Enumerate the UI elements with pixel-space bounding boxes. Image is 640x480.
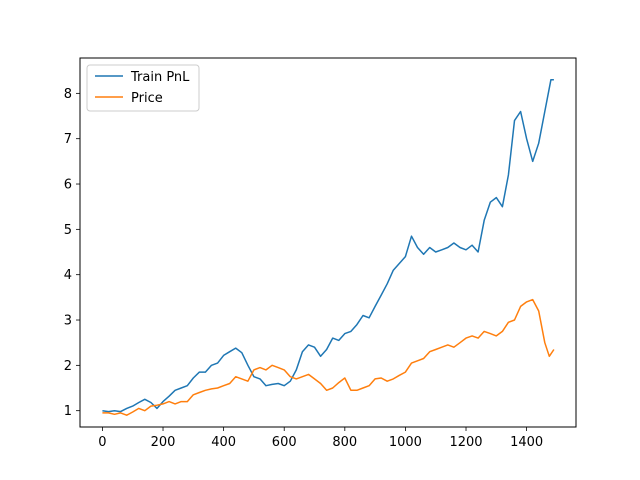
plot-lines bbox=[102, 79, 555, 416]
legend: Train PnL Price bbox=[86, 64, 200, 112]
legend-label-price: Price bbox=[131, 91, 163, 106]
x-tick-label: 1400 bbox=[510, 435, 543, 450]
y-tick-label: 6 bbox=[64, 178, 72, 193]
legend-label-train-pnl: Train PnL bbox=[130, 70, 190, 85]
y-tick-label: 4 bbox=[64, 268, 72, 283]
x-tick-label: 200 bbox=[151, 435, 176, 450]
y-tick-label: 3 bbox=[64, 314, 72, 329]
series-line-train-pnl bbox=[102, 79, 554, 413]
y-tick-label: 8 bbox=[64, 87, 72, 102]
x-tick-label: 0 bbox=[98, 435, 106, 450]
x-tick-label: 1200 bbox=[449, 435, 482, 450]
x-tick-label: 600 bbox=[272, 435, 297, 450]
x-tick-label: 1000 bbox=[389, 435, 422, 450]
x-axis: 0 200 400 600 800 1000 1200 1400 bbox=[98, 427, 543, 450]
plot-frame bbox=[79, 57, 577, 428]
x-tick-label: 800 bbox=[332, 435, 357, 450]
y-tick-label: 2 bbox=[64, 359, 72, 374]
y-tick-label: 7 bbox=[64, 132, 72, 147]
y-axis: 1 2 3 4 5 6 7 8 bbox=[64, 87, 80, 419]
y-tick-label: 5 bbox=[64, 223, 72, 238]
y-tick-label: 1 bbox=[64, 404, 72, 419]
series-line-price bbox=[102, 298, 555, 416]
x-tick-label: 400 bbox=[211, 435, 236, 450]
